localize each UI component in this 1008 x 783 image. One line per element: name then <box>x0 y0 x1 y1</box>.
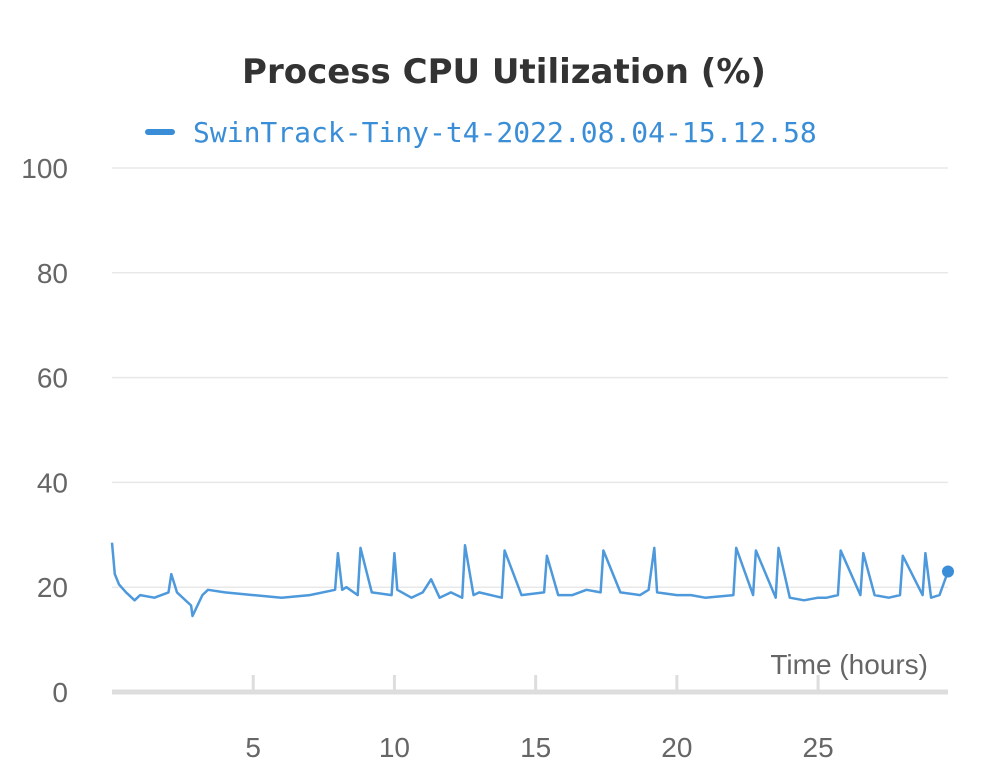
series-group <box>110 542 954 618</box>
y-tick-label: 100 <box>21 153 68 184</box>
legend[interactable]: SwinTrack-Tiny-t4-2022.08.04-15.12.58 <box>145 112 817 152</box>
x-tick-label: 5 <box>245 732 261 763</box>
y-axis: 0 20 40 60 80 100 <box>21 153 68 708</box>
y-tick-label: 20 <box>37 572 68 603</box>
series-line <box>110 542 950 618</box>
x-axis-label: Time (hours) <box>770 649 928 680</box>
series-end-point <box>942 565 954 578</box>
y-tick-label: 80 <box>37 258 68 289</box>
legend-swatch <box>145 129 175 135</box>
y-tick-label: 40 <box>37 467 68 498</box>
x-tick-label: 15 <box>520 732 551 763</box>
y-tick-label: 0 <box>52 677 68 708</box>
x-tick-label: 10 <box>379 732 410 763</box>
x-axis: 5 10 15 20 25 <box>245 675 834 763</box>
legend-label: SwinTrack-Tiny-t4-2022.08.04-15.12.58 <box>193 115 817 149</box>
y-tick-label: 60 <box>37 363 68 394</box>
x-tick-label: 25 <box>803 732 834 763</box>
x-tick-label: 20 <box>661 732 692 763</box>
grid-lines <box>112 167 948 588</box>
chart-title: Process CPU Utilization (%) <box>242 52 766 92</box>
